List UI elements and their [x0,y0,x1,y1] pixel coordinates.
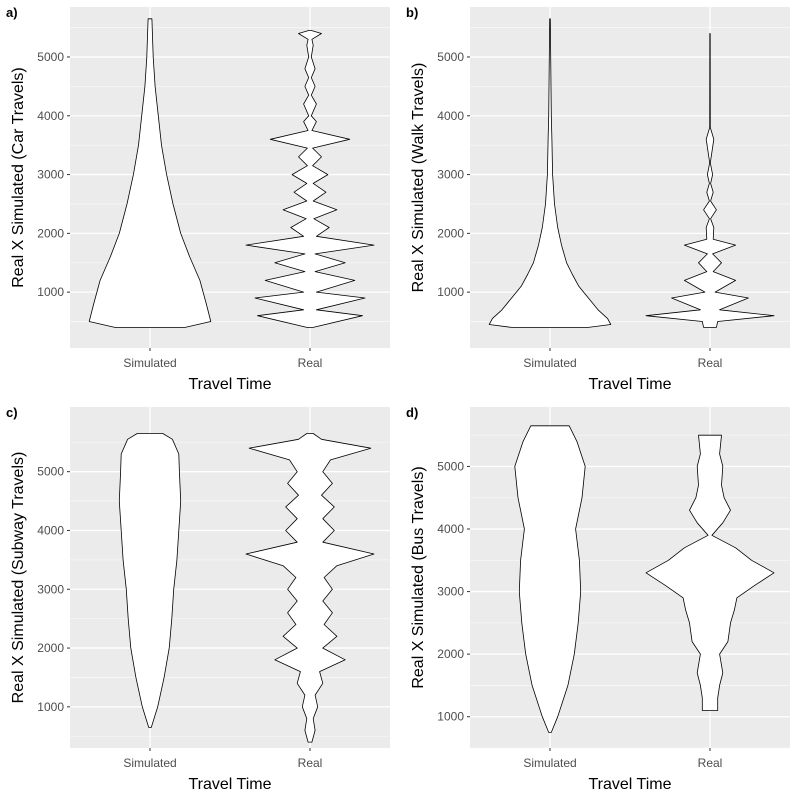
y-tick-label-b-3: 4000 [437,109,464,123]
x-tick-label-b-1: Real [698,356,723,370]
y-tick-label-b-1: 2000 [437,226,464,240]
violin-d-simulated [514,425,586,733]
panel-tag-a: a) [6,5,18,20]
panel-d: 1000 2000 3000 4000 5000 Simulated Real d) Trave… [400,400,800,800]
violin-a-simulated [88,18,212,328]
y-tick-label-b-4: 5000 [437,50,464,64]
x-axis-title-d: Travel Time [589,776,672,793]
violin-c-simulated [118,433,182,728]
violin-chart-b: 1000 2000 3000 4000 5000 Simulated Real b) Trave… [406,5,790,393]
x-tick-label-d-0: Simulated [523,756,576,770]
violin-b-simulated [488,18,612,328]
x-axis-title-c: Travel Time [189,776,272,793]
y-tick-label-d-1: 2000 [437,647,464,661]
x-axis-title-b: Travel Time [589,376,672,393]
violin-c-real [245,433,375,743]
panel-tag-d: d) [406,405,418,420]
panel-tag-b: b) [406,5,418,20]
violin-d-real [645,434,775,711]
panel-c: 1000 2000 3000 4000 5000 Simulated Real c) Trave… [0,400,400,800]
y-tick-label-c-2: 3000 [37,582,64,596]
y-tick-label-a-1: 2000 [37,226,64,240]
y-tick-label-a-3: 4000 [37,109,64,123]
x-tick-label-c-0: Simulated [123,756,176,770]
y-tick-label-b-2: 3000 [437,168,464,182]
y-tick-label-c-3: 4000 [37,523,64,537]
violin-a-real [245,30,375,328]
y-tick-label-a-2: 3000 [37,168,64,182]
plot-background-c [70,407,390,748]
panel-a: 1000 2000 3000 4000 5000 Simulated Real a) Trave… [0,0,400,400]
x-axis-title-a: Travel Time [189,376,272,393]
panel-b: 1000 2000 3000 4000 5000 Simulated Real b) Trave… [400,0,800,400]
x-tick-label-a-0: Simulated [123,356,176,370]
y-tick-label-c-4: 5000 [37,465,64,479]
violin-chart-c: 1000 2000 3000 4000 5000 Simulated Real c) Trave… [6,405,390,793]
x-tick-label-c-1: Real [298,756,323,770]
y-tick-label-d-4: 5000 [437,459,464,473]
y-axis-title-a: Real X Simulated (Car Travels) [10,67,27,288]
y-axis-title-b: Real X Simulated (Walk Travels) [410,63,427,293]
y-tick-label-d-3: 4000 [437,522,464,536]
violin-chart-a: 1000 2000 3000 4000 5000 Simulated Real a) Trave… [6,5,390,393]
x-tick-label-b-0: Simulated [523,356,576,370]
y-tick-label-a-4: 5000 [37,50,64,64]
y-tick-label-c-0: 1000 [37,700,64,714]
y-tick-label-d-2: 3000 [437,585,464,599]
x-tick-label-d-1: Real [698,756,723,770]
violin-chart-d: 1000 2000 3000 4000 5000 Simulated Real d) Trave… [406,405,790,793]
y-axis-title-c: Real X Simulated (Subway Travels) [10,452,27,704]
y-tick-label-b-0: 1000 [437,285,464,299]
y-tick-label-a-0: 1000 [37,285,64,299]
panel-tag-c: c) [6,405,18,420]
y-axis-title-d: Real X Simulated (Bus Travels) [410,466,427,688]
violin-b-real [645,33,775,328]
x-tick-label-a-1: Real [298,356,323,370]
y-tick-label-d-0: 1000 [437,710,464,724]
y-tick-label-c-1: 2000 [37,641,64,655]
